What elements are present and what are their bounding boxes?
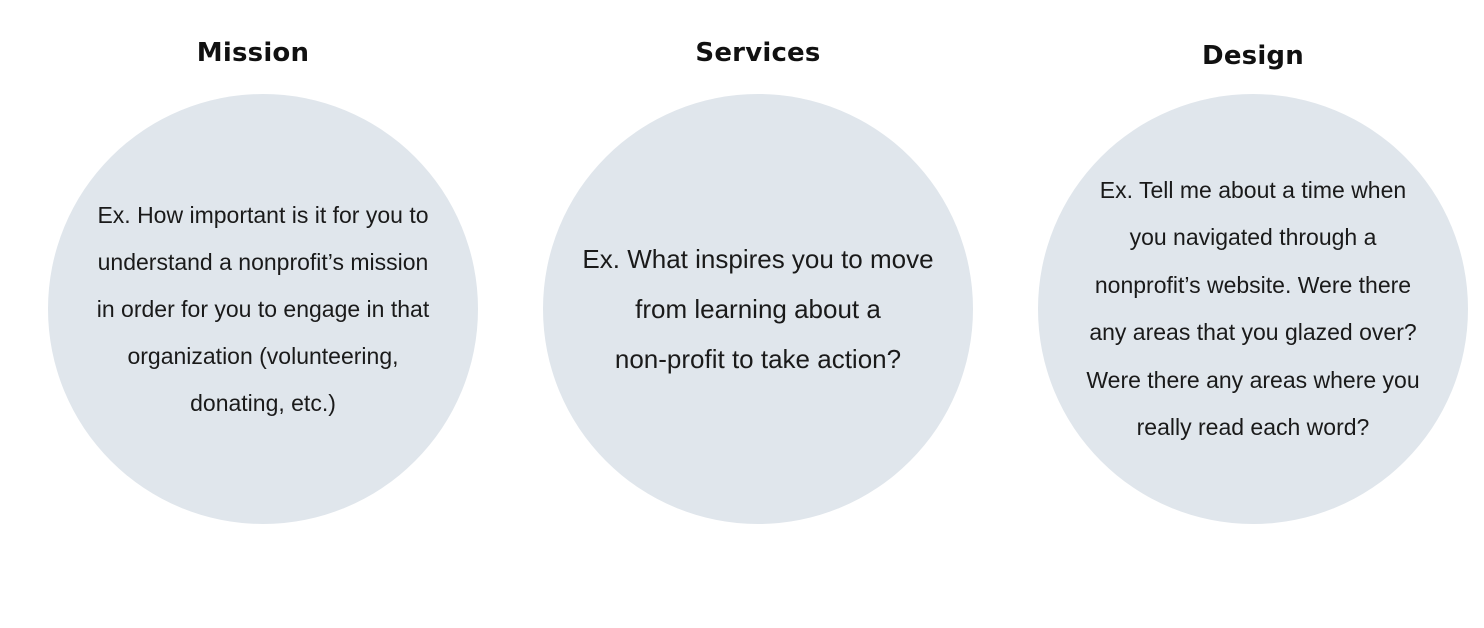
mission-heading: Mission <box>196 38 310 68</box>
mission-question-line: understand a nonprofit’s mission <box>97 248 429 275</box>
design-column: Design Ex. Tell me about a time when you… <box>1038 0 1468 628</box>
design-question-line: really read each word? <box>1136 414 1370 440</box>
mission-question-line: Ex. How important is it for you to <box>97 201 429 228</box>
design-circle: Ex. Tell me about a time when you naviga… <box>1038 94 1468 524</box>
services-question-line: from learning about a <box>635 294 881 324</box>
mission-circle: Ex. How important is it for you to under… <box>48 94 478 524</box>
design-question-line: you navigated through a <box>1129 224 1377 250</box>
services-heading: Services <box>695 38 821 68</box>
design-question: Ex. Tell me about a time when you naviga… <box>1086 167 1419 452</box>
mission-question: Ex. How important is it for you to under… <box>97 192 429 427</box>
services-circle: Ex. What inspires you to move from learn… <box>543 94 973 524</box>
design-question-line: Were there any areas where you <box>1086 366 1420 393</box>
services-question: Ex. What inspires you to move from learn… <box>582 234 933 384</box>
mission-question-line: donating, etc.) <box>190 389 336 416</box>
design-question-line: any areas that you glazed over? <box>1089 319 1417 345</box>
mission-question-line: organization (volunteering, <box>127 342 399 369</box>
mission-column: Mission Ex. How important is it for you … <box>48 0 478 628</box>
design-question-line: Ex. Tell me about a time when <box>1099 176 1407 203</box>
mission-question-line: in order for you to engage in that <box>96 295 430 322</box>
services-question-line: non-profit to take action? <box>614 344 902 374</box>
design-question-line: nonprofit’s website. Were there <box>1094 271 1412 298</box>
services-column: Services Ex. What inspires you to move f… <box>543 0 973 628</box>
services-question-line: Ex. What inspires you to move <box>582 244 934 274</box>
design-heading: Design <box>1202 41 1304 71</box>
